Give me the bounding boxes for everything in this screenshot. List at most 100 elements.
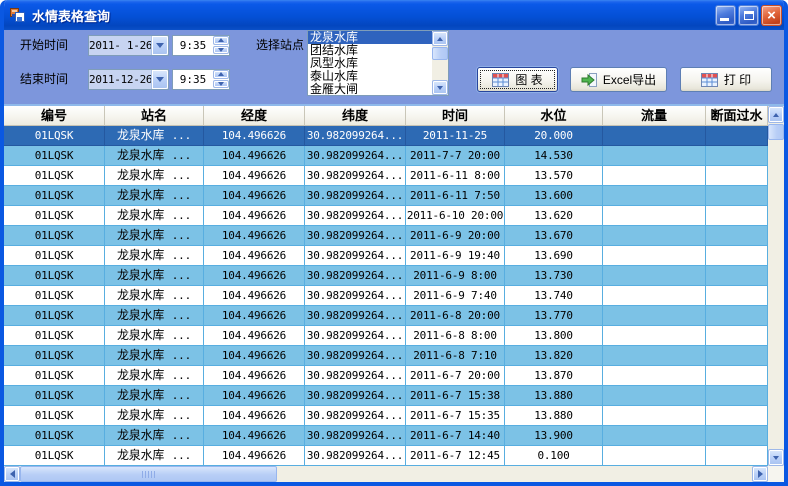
table-cell: 104.496626: [204, 286, 305, 306]
table-row[interactable]: 01LQSK 龙泉水库... 104.496626 30.982099264... 20…: [4, 446, 768, 466]
spin-up-button[interactable]: [213, 36, 229, 45]
scroll-left-button[interactable]: [4, 466, 20, 482]
station-option[interactable]: 团结水库: [310, 43, 359, 57]
end-time-spinner[interactable]: 9:35: [172, 69, 230, 90]
scroll-down-button[interactable]: [768, 449, 784, 466]
table-cell: 13.880: [505, 406, 603, 426]
table-row[interactable]: 01LQSK 龙泉水库... 104.496626 30.982099264... 20…: [4, 226, 768, 246]
table-cell: 13.730: [505, 266, 603, 286]
table-row[interactable]: 01LQSK 龙泉水库... 104.496626 30.982099264... 20…: [4, 406, 768, 426]
start-date-picker[interactable]: 2011- 1-26: [88, 35, 169, 56]
scroll-up-button[interactable]: [768, 106, 784, 123]
horizontal-scroll-thumb[interactable]: [20, 466, 277, 482]
table-cell: [706, 346, 768, 366]
station-option[interactable]: 凤型水库: [310, 56, 359, 70]
print-button[interactable]: 打 印: [680, 67, 772, 92]
table-cell: 104.496626: [204, 146, 305, 166]
listbox-scrollbar[interactable]: [432, 31, 448, 95]
table-row[interactable]: 01LQSK 龙泉水库... 104.496626 30.982099264... 20…: [4, 206, 768, 226]
maximize-button[interactable]: [738, 4, 759, 26]
app-icon: [9, 6, 27, 24]
table-cell: 01LQSK: [4, 326, 105, 346]
end-date-picker[interactable]: 2011-12-26: [88, 69, 169, 90]
listbox-scroll-thumb[interactable]: [432, 47, 448, 60]
table-cell: 01LQSK: [4, 166, 105, 186]
table-cell: 龙泉水库...: [105, 326, 204, 346]
chevron-right-icon: [757, 470, 763, 478]
table-row[interactable]: 01LQSK 龙泉水库... 104.496626 30.982099264... 20…: [4, 126, 768, 146]
table-cell: 龙泉水库...: [105, 306, 204, 326]
table-cell: 龙泉水库...: [105, 126, 204, 146]
table-row[interactable]: 01LQSK 龙泉水库... 104.496626 30.982099264... 20…: [4, 366, 768, 386]
station-listbox[interactable]: 龙泉水库 团结水库 凤型水库 泰山水库 金雁大闸: [307, 30, 449, 96]
table-row[interactable]: 01LQSK 龙泉水库... 104.496626 30.982099264... 20…: [4, 386, 768, 406]
scroll-down-button[interactable]: [432, 80, 448, 95]
scroll-right-button[interactable]: [752, 466, 768, 482]
column-header[interactable]: 水位: [505, 106, 603, 126]
column-header[interactable]: 流量: [603, 106, 706, 126]
table-cell: [603, 126, 706, 146]
table-cell: 2011-6-8 20:00: [406, 306, 505, 326]
spin-down-button[interactable]: [213, 45, 229, 54]
spin-up-button[interactable]: [213, 70, 229, 79]
column-header[interactable]: 时间: [406, 106, 505, 126]
table-row[interactable]: 01LQSK 龙泉水库... 104.496626 30.982099264... 20…: [4, 286, 768, 306]
table-cell: [603, 386, 706, 406]
table-row[interactable]: 01LQSK 龙泉水库... 104.496626 30.982099264... 20…: [4, 186, 768, 206]
table-cell: [603, 266, 706, 286]
table-cell: 01LQSK: [4, 446, 105, 466]
table-cell: 2011-6-9 19:40: [406, 246, 505, 266]
table-row[interactable]: 01LQSK 龙泉水库... 104.496626 30.982099264... 20…: [4, 146, 768, 166]
table-row[interactable]: 01LQSK 龙泉水库... 104.496626 30.982099264... 20…: [4, 246, 768, 266]
table-cell: 30.982099264...: [305, 186, 406, 206]
column-header[interactable]: 经度: [204, 106, 305, 126]
column-header[interactable]: 站名: [105, 106, 204, 126]
scroll-grip-icon: [142, 470, 155, 478]
table-cell: 2011-6-11 8:00: [406, 166, 505, 186]
table-row[interactable]: 01LQSK 龙泉水库... 104.496626 30.982099264... 20…: [4, 306, 768, 326]
vertical-scroll-thumb[interactable]: [768, 124, 784, 140]
column-header[interactable]: 断面过水: [706, 106, 768, 126]
table-cell: 14.530: [505, 146, 603, 166]
table-row[interactable]: 01LQSK 龙泉水库... 104.496626 30.982099264... 20…: [4, 166, 768, 186]
station-option[interactable]: 龙泉水库: [308, 31, 432, 44]
spin-down-button[interactable]: [213, 79, 229, 88]
table-cell: [603, 426, 706, 446]
end-date-dropdown-button[interactable]: [151, 70, 168, 89]
table-row[interactable]: 01LQSK 龙泉水库... 104.496626 30.982099264... 20…: [4, 266, 768, 286]
table-cell: [706, 226, 768, 246]
table-row[interactable]: 01LQSK 龙泉水库... 104.496626 30.982099264... 20…: [4, 326, 768, 346]
table-cell: 30.982099264...: [305, 326, 406, 346]
end-time-label: 结束时间: [20, 72, 69, 86]
table-cell: 20.000: [505, 126, 603, 146]
scroll-up-button[interactable]: [432, 31, 448, 46]
station-option[interactable]: 泰山水库: [310, 69, 359, 83]
horizontal-scrollbar[interactable]: [4, 466, 784, 482]
maximize-icon: [744, 10, 754, 20]
excel-export-button[interactable]: Excel导出: [570, 67, 667, 92]
minimize-button[interactable]: [715, 4, 736, 26]
table-cell: 龙泉水库...: [105, 166, 204, 186]
chevron-up-icon: [437, 36, 443, 41]
vertical-scrollbar[interactable]: [768, 106, 784, 466]
table-cell: 龙泉水库...: [105, 406, 204, 426]
table-row[interactable]: 01LQSK 龙泉水库... 104.496626 30.982099264... 20…: [4, 426, 768, 446]
table-cell: [603, 146, 706, 166]
table-cell: [706, 146, 768, 166]
station-option[interactable]: 金雁大闸: [310, 82, 359, 96]
table-cell: 龙泉水库...: [105, 426, 204, 446]
start-date-dropdown-button[interactable]: [151, 36, 168, 55]
start-time-spinner[interactable]: 9:35: [172, 35, 230, 56]
table-cell: 13.770: [505, 306, 603, 326]
table-cell: 13.670: [505, 226, 603, 246]
chart-button[interactable]: 图 表: [477, 67, 558, 92]
column-header[interactable]: 编号: [4, 106, 105, 126]
table-cell: [706, 406, 768, 426]
table-cell: 104.496626: [204, 366, 305, 386]
table-cell: 30.982099264...: [305, 406, 406, 426]
window-title: 水情表格查询: [32, 8, 111, 24]
end-time-spin-buttons: [213, 70, 229, 89]
table-row[interactable]: 01LQSK 龙泉水库... 104.496626 30.982099264... 20…: [4, 346, 768, 366]
close-button[interactable]: ×: [761, 4, 782, 26]
column-header[interactable]: 纬度: [305, 106, 406, 126]
